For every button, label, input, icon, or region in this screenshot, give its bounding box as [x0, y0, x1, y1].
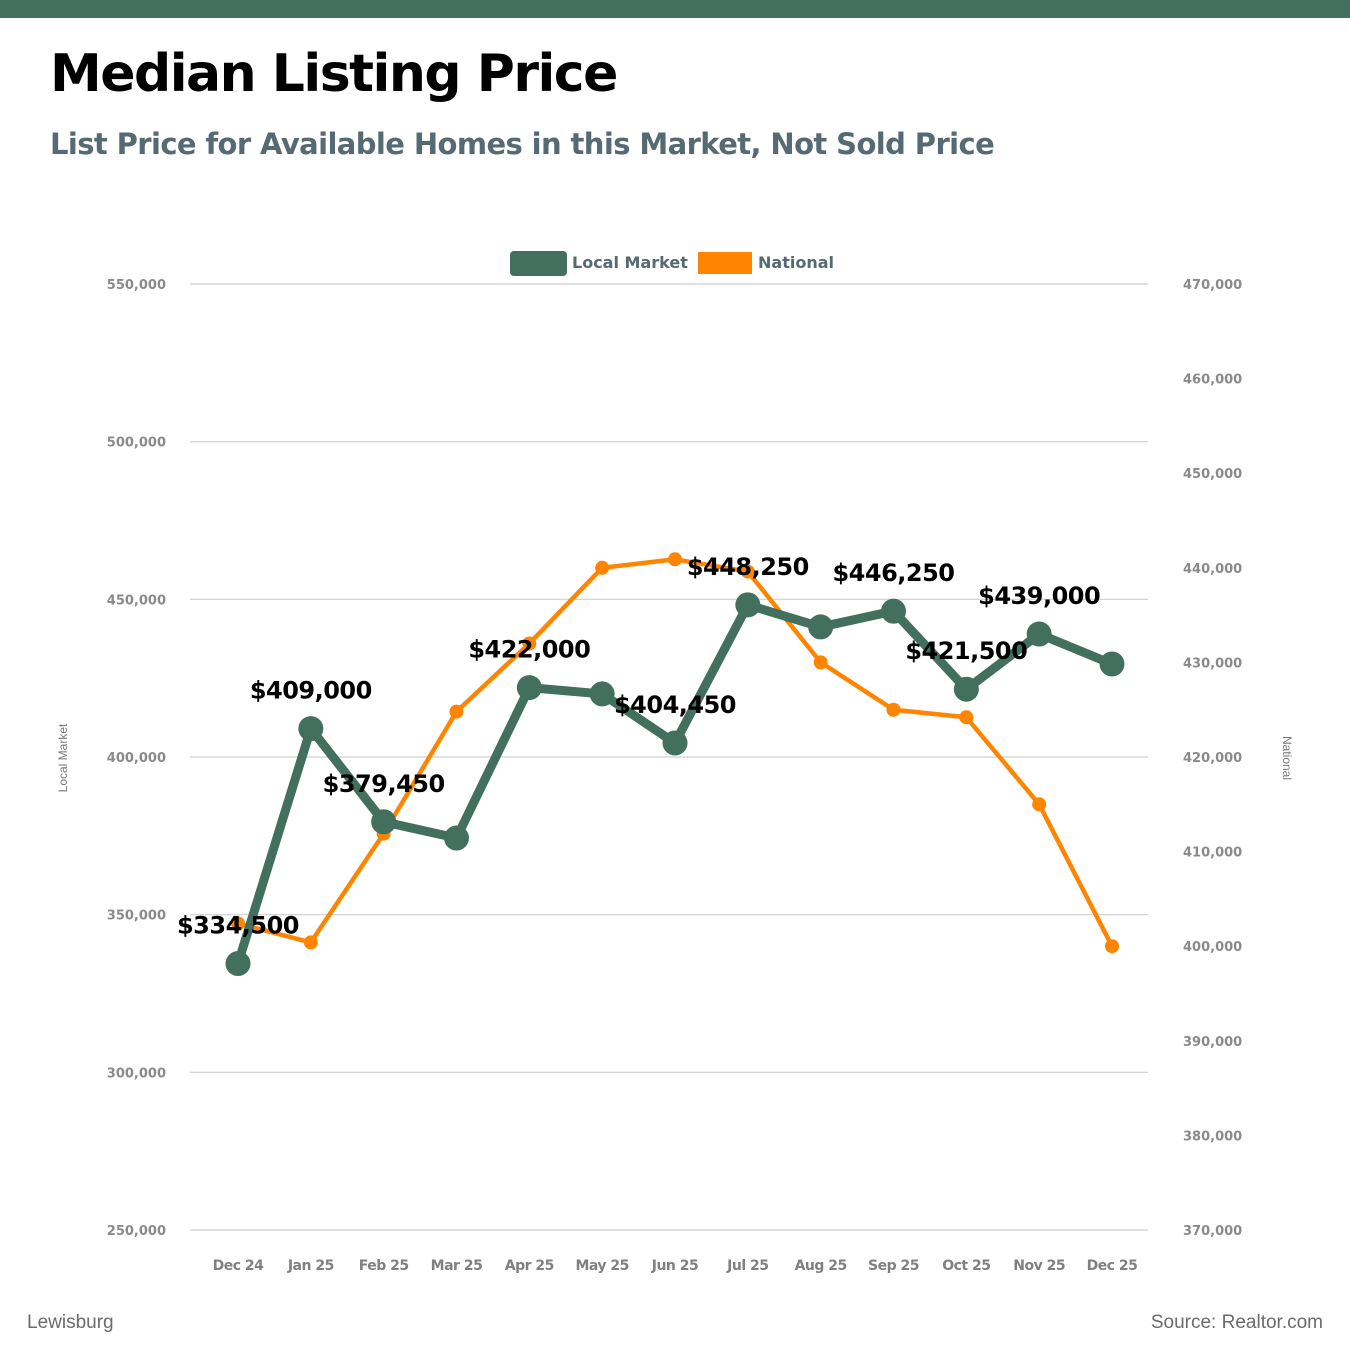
right-tick-label: 460,000 — [1183, 373, 1242, 388]
left-tick-label: 350,000 — [107, 909, 166, 924]
local-market-point — [371, 809, 397, 835]
x-axis-ticks: Dec 24 Jan 25 Feb 25 Mar 25 Apr 25 May 25 Jun … — [213, 1258, 1138, 1274]
local-market-point — [1026, 621, 1052, 647]
right-tick-label: 440,000 — [1183, 562, 1242, 577]
right-tick-label: 380,000 — [1183, 1129, 1242, 1144]
data-label: $334,500 — [177, 912, 299, 940]
left-axis-title: Local Market — [56, 723, 70, 792]
right-tick-label: 470,000 — [1183, 278, 1242, 293]
header-accent-bar — [0, 0, 1350, 18]
national-point — [1032, 797, 1047, 812]
x-tick-label: Apr 25 — [505, 1258, 554, 1274]
local-market-point — [953, 676, 979, 702]
national-point — [959, 710, 974, 725]
local-market-point — [881, 598, 906, 624]
local-market-point — [589, 681, 615, 707]
chart-subtitle: List Price for Available Homes in this M… — [50, 127, 995, 161]
x-tick-label: Nov 25 — [1013, 1258, 1065, 1274]
local-market-point — [225, 951, 251, 977]
right-tick-label: 370,000 — [1183, 1224, 1242, 1239]
source-credit: Source: Realtor.com — [1150, 1312, 1323, 1333]
data-label: $446,250 — [832, 559, 954, 587]
right-tick-label: 420,000 — [1183, 751, 1242, 766]
left-tick-label: 250,000 — [107, 1224, 166, 1239]
local-market-point — [662, 730, 688, 756]
left-tick-label: 300,000 — [107, 1066, 166, 1081]
data-label: $409,000 — [250, 677, 372, 705]
data-label: $421,500 — [905, 637, 1027, 665]
right-tick-label: 430,000 — [1183, 656, 1242, 671]
national-point — [231, 916, 245, 931]
left-tick-label: 450,000 — [107, 593, 166, 608]
chart-title: Median Listing Price — [50, 44, 618, 104]
x-tick-label: Jun 25 — [651, 1258, 699, 1274]
data-labels: $334,500 $409,000 $379,450 $422,000 $404,450… — [177, 553, 1101, 940]
national-point — [595, 560, 610, 575]
national-point — [886, 702, 901, 717]
local-market-point — [298, 716, 324, 742]
x-tick-label: Aug 25 — [795, 1258, 847, 1274]
legend-label-local-market: Local Market — [572, 253, 688, 272]
right-tick-label: 400,000 — [1183, 940, 1242, 955]
gridlines — [190, 283, 1148, 1231]
right-tick-label: 390,000 — [1183, 1035, 1242, 1050]
national-point — [740, 564, 755, 579]
x-tick-label: Oct 25 — [942, 1258, 990, 1274]
local-market-point — [808, 614, 834, 640]
market-name: Lewisburg — [27, 1312, 114, 1333]
right-axis-ticks: 370,000 380,000 390,000 400,000 410,000 420,0… — [1183, 278, 1242, 1239]
x-tick-label: Jul 25 — [726, 1258, 768, 1274]
national-point — [668, 552, 682, 567]
data-label: $404,450 — [614, 691, 736, 719]
left-tick-label: 500,000 — [107, 436, 166, 451]
right-tick-label: 410,000 — [1183, 846, 1242, 861]
local-market-point — [516, 675, 542, 701]
x-tick-label: May 25 — [575, 1258, 628, 1274]
left-axis-ticks: 250,000 300,000 350,000 400,000 450,000 500,0… — [107, 278, 166, 1239]
line-chart: 250,000 300,000 350,000 400,000 450,000 500,0… — [56, 251, 1294, 1274]
national-point — [449, 704, 464, 719]
legend-swatch-local-market — [510, 251, 567, 276]
x-tick-label: Sep 25 — [868, 1258, 919, 1274]
left-tick-label: 400,000 — [107, 751, 166, 766]
national-point — [813, 655, 828, 670]
x-tick-label: Mar 25 — [431, 1258, 483, 1274]
local-market-point — [1099, 651, 1125, 677]
x-tick-label: Jan 25 — [287, 1258, 334, 1274]
right-axis-title: National — [1280, 736, 1294, 780]
national-point — [303, 935, 318, 950]
legend-label-national: National — [758, 253, 834, 272]
national-point — [522, 636, 537, 651]
left-tick-label: 550,000 — [107, 278, 166, 293]
data-label: $439,000 — [978, 582, 1100, 610]
x-tick-label: Feb 25 — [359, 1258, 409, 1274]
right-tick-label: 450,000 — [1183, 467, 1242, 482]
legend-swatch-national — [698, 252, 752, 274]
national-point — [1105, 939, 1119, 954]
data-label: $448,250 — [687, 553, 809, 581]
data-label: $379,450 — [323, 770, 445, 798]
data-label: $422,000 — [468, 636, 590, 664]
x-tick-label: Dec 24 — [213, 1258, 265, 1274]
local-market-point — [735, 592, 761, 618]
local-market-point — [444, 825, 469, 851]
legend: Local Market National — [510, 251, 834, 276]
series-local-market — [225, 592, 1125, 977]
x-tick-label: Dec 25 — [1087, 1258, 1138, 1274]
